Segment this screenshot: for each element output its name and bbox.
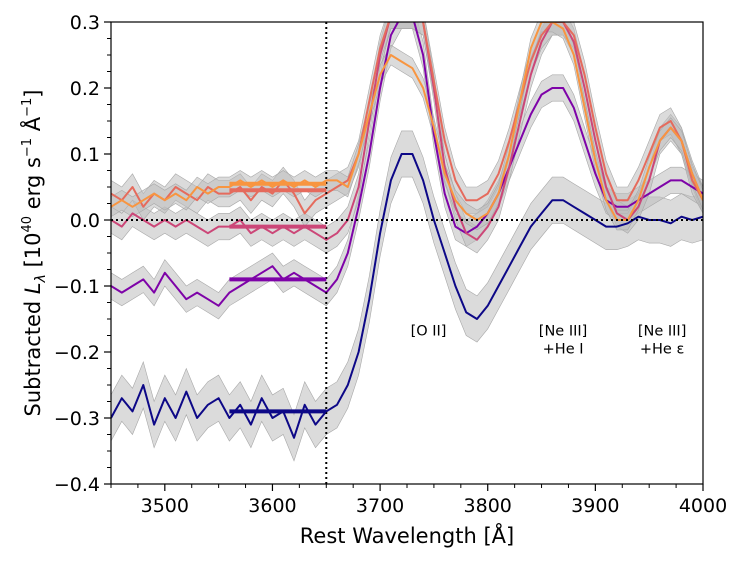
y-tick-label: −0.4 bbox=[54, 474, 100, 496]
series-line-navy bbox=[111, 153, 703, 439]
y-tick-label: −0.3 bbox=[54, 408, 100, 430]
y-tick-label: 0.3 bbox=[70, 12, 100, 34]
annotation-label: +He ε bbox=[640, 341, 684, 357]
uncertainty-bands bbox=[111, 22, 703, 462]
y-tick-label: 0.2 bbox=[70, 78, 100, 100]
x-tick-label: 3800 bbox=[464, 495, 512, 517]
y-tick-label: −0.1 bbox=[54, 276, 100, 298]
x-tick-label: 4000 bbox=[679, 495, 727, 517]
x-axis-label: Rest Wavelength [Å] bbox=[300, 522, 514, 548]
x-tick-label: 3700 bbox=[356, 495, 404, 517]
series-line-orange bbox=[111, 22, 703, 221]
annotation-label: [Ne III] bbox=[539, 323, 588, 339]
series-line-magenta bbox=[111, 22, 703, 241]
x-tick-label: 3500 bbox=[141, 495, 189, 517]
x-axis-ticks: 3500 3600 3700 3800 3900 4000 bbox=[110, 484, 727, 517]
y-tick-label: 0.0 bbox=[70, 210, 100, 232]
continuum-level-bars bbox=[229, 181, 327, 414]
uncertainty-band-orange bbox=[111, 22, 703, 231]
uncertainty-band-navy bbox=[111, 130, 703, 462]
reference-lines bbox=[111, 22, 703, 484]
uncertainty-band-purple bbox=[111, 22, 703, 320]
x-tick-label: 3900 bbox=[571, 495, 619, 517]
annotation-label: [O II] bbox=[411, 323, 447, 339]
series-line-salmon bbox=[111, 22, 703, 215]
series-lines bbox=[111, 22, 703, 439]
y-tick-label: 0.1 bbox=[70, 144, 100, 166]
y-tick-label: −0.2 bbox=[54, 342, 100, 364]
annotation-label: +He I bbox=[543, 341, 584, 357]
annotation-label: [Ne III] bbox=[638, 323, 687, 339]
x-tick-label: 3600 bbox=[248, 495, 296, 517]
y-axis-label: Subtracted Lλ [1040 erg s−1 Å−1] bbox=[19, 90, 49, 417]
y-axis-ticks: −0.4 −0.3 −0.2 −0.1 0.0 0.1 0.2 0.3 bbox=[54, 12, 111, 496]
line-annotations: [O II] [Ne III] +He I [Ne III] +He ε bbox=[411, 323, 687, 357]
